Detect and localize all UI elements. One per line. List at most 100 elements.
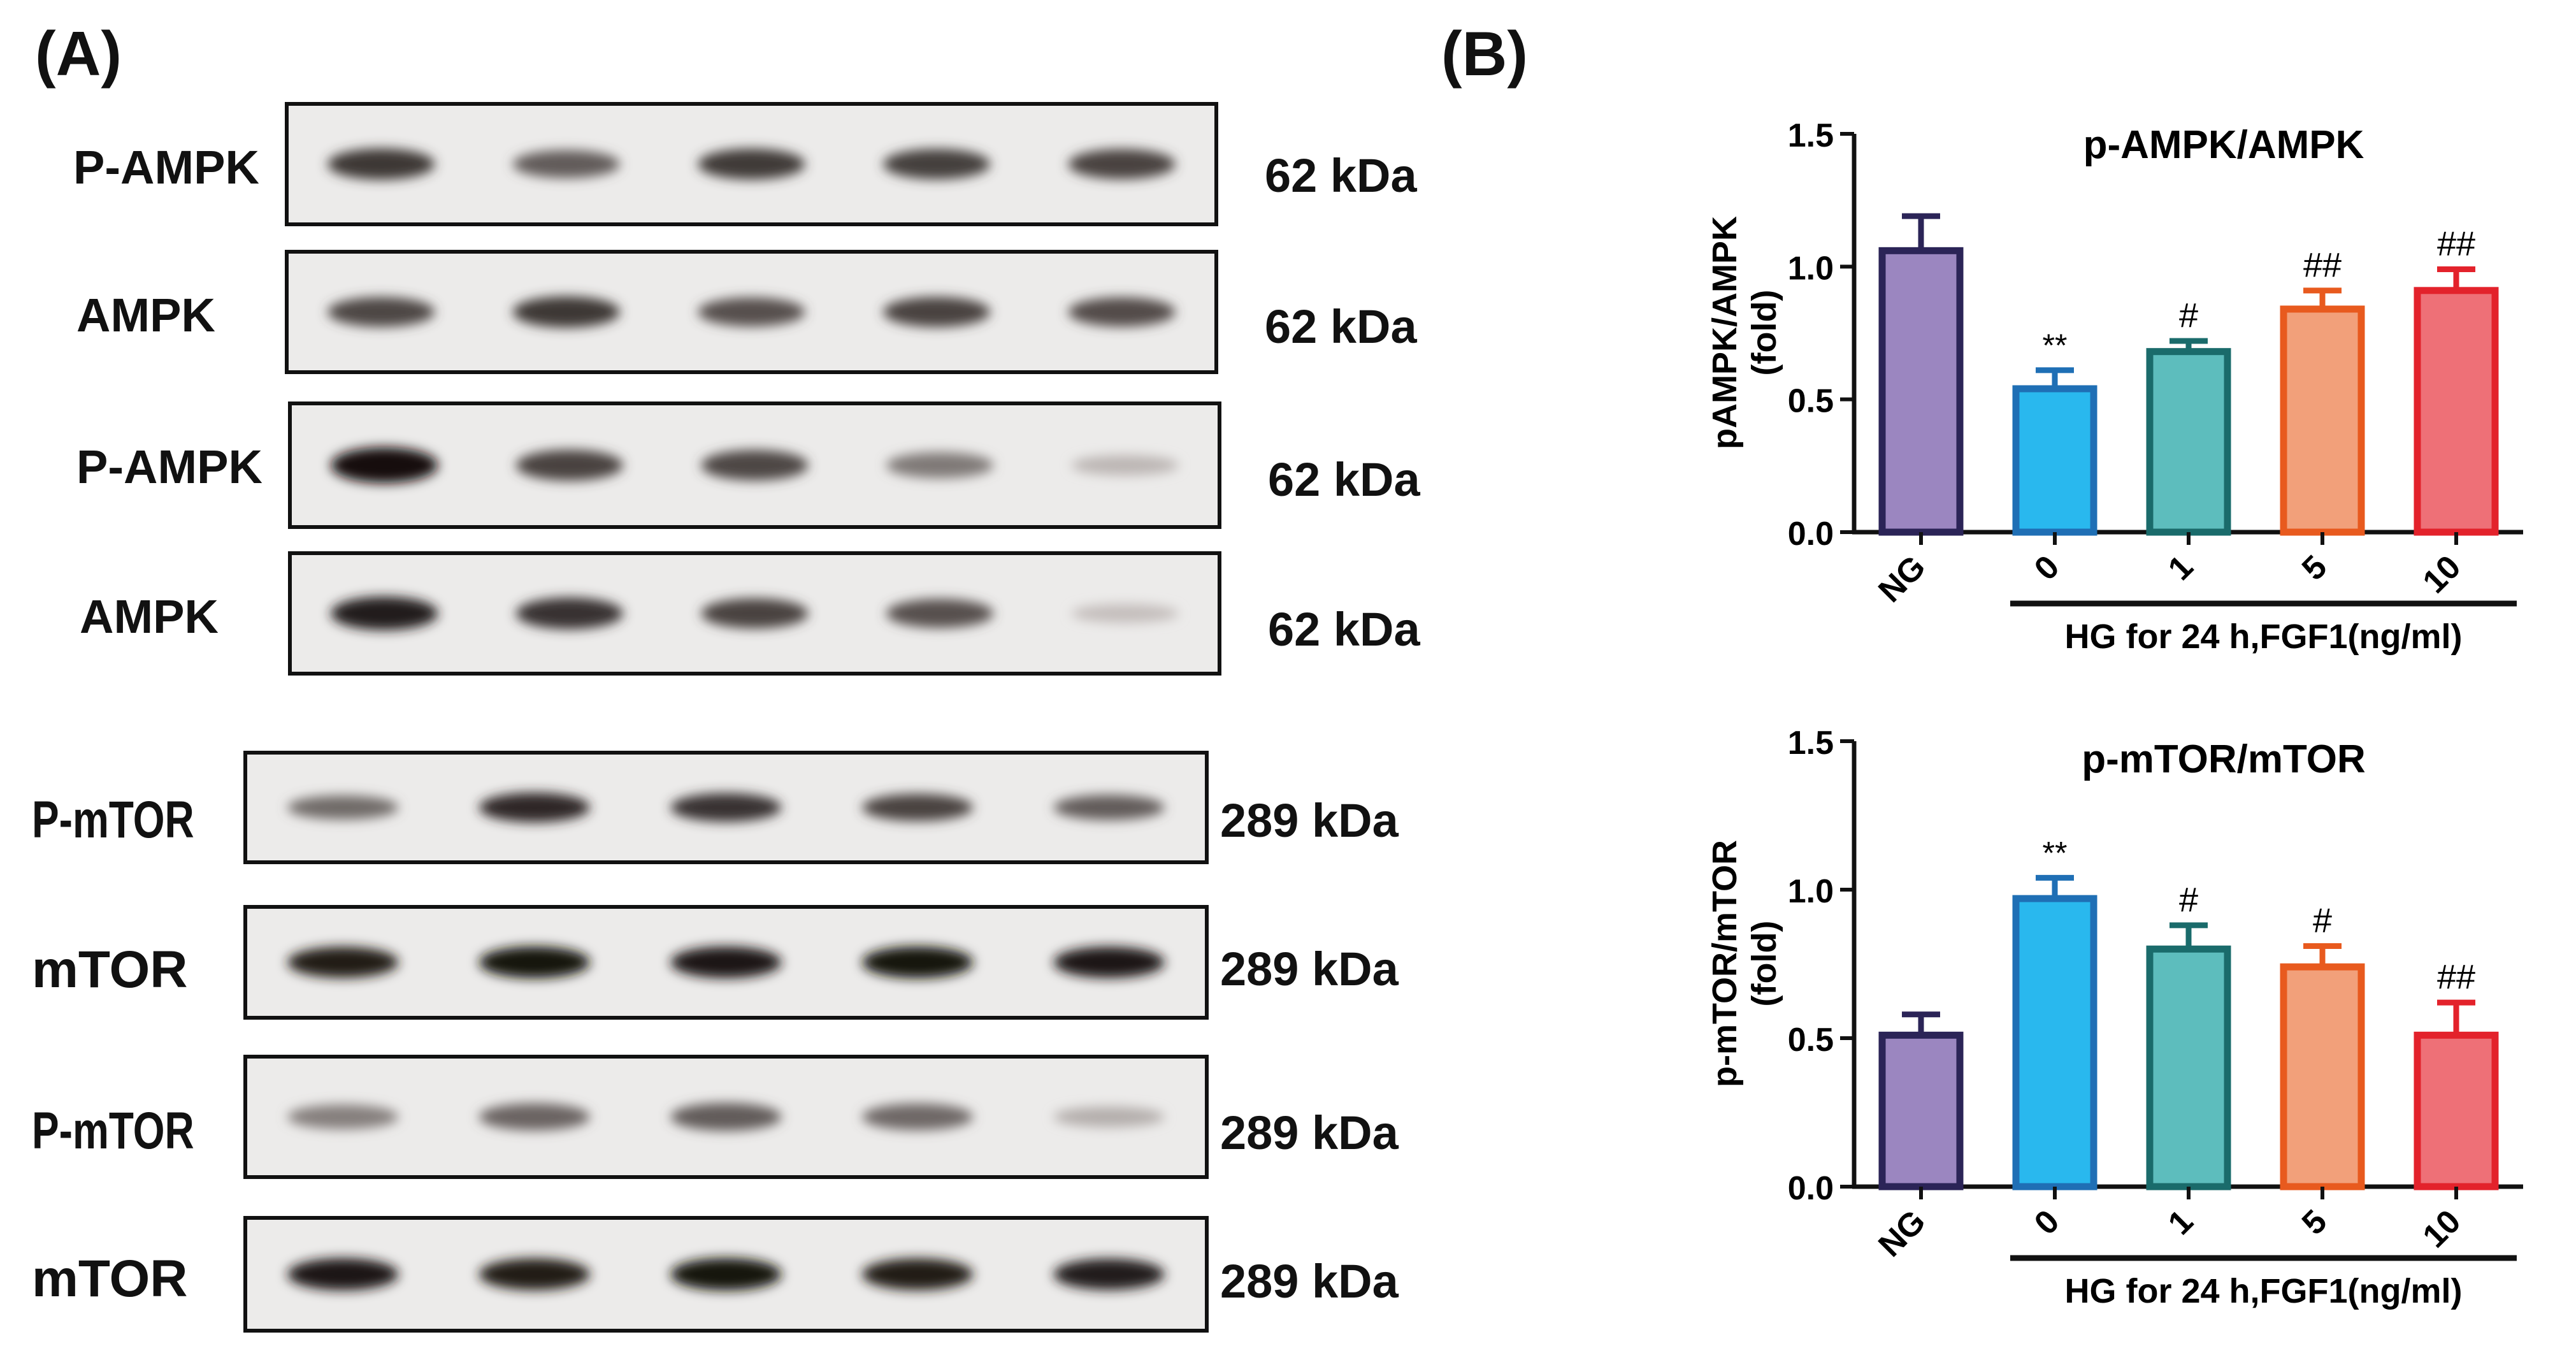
- blot-band: [861, 793, 974, 821]
- blot-band: [287, 1258, 399, 1291]
- significance-marker: ##: [2303, 246, 2342, 284]
- y-axis-label: (fold): [1745, 921, 1783, 1007]
- x-tick-label: NG: [1871, 548, 1932, 609]
- blot-band: [861, 1258, 974, 1291]
- kda-label: 289 kDa: [1220, 1106, 1399, 1159]
- y-tick-label: 1.0: [1788, 250, 1834, 287]
- blot-band: [861, 1103, 974, 1131]
- blot-image: [288, 551, 1221, 676]
- blot-band: [331, 447, 438, 484]
- blot-label: P-mTOR: [32, 1102, 194, 1160]
- blot-band: [670, 793, 782, 822]
- panel-a-label: (A): [35, 18, 122, 89]
- y-axis-label: pAMPK/AMPK: [1706, 216, 1744, 449]
- blot-band: [670, 946, 782, 978]
- blot-band: [1053, 795, 1165, 820]
- blot-band: [287, 946, 399, 978]
- significance-marker: #: [2179, 296, 2198, 335]
- blot-label: P-AMPK: [76, 440, 263, 493]
- blot-bands: [289, 254, 1214, 370]
- bar: [2146, 348, 2231, 536]
- x-tick-label: 10: [2416, 548, 2468, 600]
- x-tick-label: 10: [2416, 1203, 2468, 1255]
- significance-marker: **: [2043, 328, 2068, 363]
- blot-bands: [247, 755, 1205, 860]
- blot-band: [512, 150, 621, 178]
- bar: [2146, 945, 2231, 1190]
- bar: [2414, 287, 2499, 536]
- blot-band: [327, 297, 435, 327]
- blot-band: [1053, 1258, 1165, 1291]
- blot-band: [327, 148, 435, 180]
- blot-label: AMPK: [80, 590, 219, 643]
- blot-band: [479, 1258, 591, 1291]
- bar: [2012, 385, 2097, 536]
- blot-band: [698, 148, 805, 180]
- blot-band: [479, 1103, 591, 1131]
- significance-marker: ##: [2437, 958, 2475, 996]
- blot-label: AMPK: [76, 289, 215, 342]
- y-tick-label: 0.5: [1788, 1022, 1834, 1059]
- significance-marker: **: [2043, 835, 2068, 871]
- blot-label: mTOR: [32, 941, 188, 999]
- x-tick-label: 0: [2027, 1203, 2066, 1241]
- x-tick-label: 0: [2027, 548, 2066, 587]
- blot-band: [1071, 455, 1179, 475]
- bar: [2012, 895, 2097, 1190]
- x-tick-label: 1: [2161, 548, 2200, 587]
- blot-band: [1068, 297, 1176, 327]
- blot-bands: [292, 555, 1218, 672]
- kda-label: 289 kDa: [1220, 794, 1399, 847]
- blot-band: [886, 598, 994, 628]
- kda-label: 62 kDa: [1268, 453, 1420, 506]
- blot-band: [701, 450, 809, 481]
- y-tick-label: 0.5: [1788, 383, 1834, 420]
- blot-image: [243, 1055, 1209, 1179]
- blot-band: [1053, 1106, 1165, 1127]
- blot-band: [1053, 946, 1165, 978]
- panel-b-label: (B): [1441, 18, 1529, 89]
- blot-band: [479, 946, 591, 978]
- blot-bands: [247, 1059, 1205, 1175]
- bar: [1878, 1031, 1964, 1190]
- kda-label: 62 kDa: [1268, 603, 1420, 656]
- blot-band: [512, 296, 621, 328]
- blot-band: [670, 1103, 782, 1131]
- kda-label: 289 kDa: [1220, 1255, 1399, 1308]
- blot-band: [331, 597, 438, 630]
- y-tick-label: 1.0: [1788, 873, 1834, 910]
- group-label: HG for 24 h,FGF1(ng/ml): [2064, 1272, 2462, 1310]
- group-label: HG for 24 h,FGF1(ng/ml): [2064, 618, 2462, 656]
- blot-image: [285, 250, 1218, 374]
- y-axis-label: p-mTOR/mTOR: [1706, 840, 1744, 1087]
- blot-image: [243, 1216, 1209, 1333]
- blot-label: mTOR: [32, 1250, 188, 1308]
- y-tick-label: 0.0: [1788, 1170, 1834, 1207]
- y-tick-label: 1.5: [1788, 117, 1834, 154]
- blot-label: P-mTOR: [32, 791, 194, 849]
- blot-bands: [247, 909, 1205, 1016]
- y-axis-label: (fold): [1745, 290, 1783, 376]
- x-tick-label: 5: [2295, 1203, 2334, 1241]
- chart-title: p-mTOR/mTOR: [2082, 737, 2366, 781]
- blot-label: P-AMPK: [73, 141, 259, 194]
- blot-band: [698, 297, 805, 327]
- y-tick-label: 0.0: [1788, 516, 1834, 553]
- kda-label: 62 kDa: [1265, 300, 1417, 353]
- blot-band: [882, 148, 991, 180]
- x-tick-label: 1: [2161, 1203, 2200, 1241]
- bar: [2414, 1031, 2499, 1190]
- bar: [1878, 247, 1964, 536]
- blot-bands: [289, 106, 1214, 222]
- blot-band: [882, 296, 991, 328]
- chart-1: 0.0 0.5 1.0 1.5 p-AMPK/AMPK pAMPK/AMPK (fold) N…: [1706, 117, 2523, 656]
- kda-label: 289 kDa: [1220, 943, 1399, 995]
- blot-band: [479, 792, 591, 823]
- significance-marker: #: [2313, 902, 2332, 940]
- blot-bands: [292, 405, 1218, 525]
- blot-band: [701, 598, 809, 629]
- y-tick-label: 1.5: [1788, 725, 1834, 762]
- blot-band: [515, 449, 624, 481]
